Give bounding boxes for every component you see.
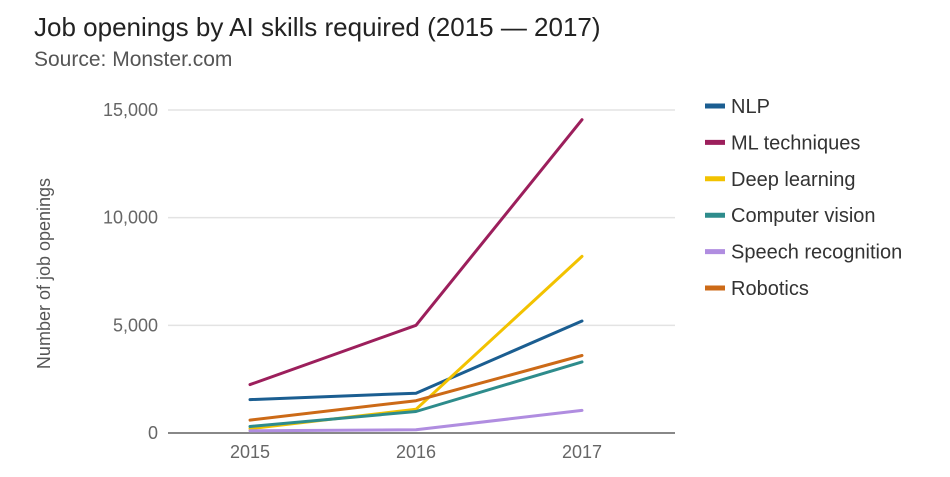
series-line-robotics [248, 354, 584, 422]
series-line-speech-recognition [248, 408, 584, 433]
series-lines [248, 118, 584, 433]
legend-label: Computer vision [731, 205, 876, 227]
legend-label: Robotics [731, 278, 809, 300]
x-tick-label: 2016 [396, 442, 436, 462]
y-tick-label: 5,000 [113, 315, 158, 335]
y-tick-label: 0 [148, 423, 158, 443]
chart-title: Job openings by AI skills required (2015… [34, 12, 601, 42]
legend-label: NLP [731, 96, 770, 118]
legend-label: Deep learning [731, 169, 856, 191]
chart-subtitle: Source: Monster.com [34, 48, 233, 71]
series-line-nlp [248, 319, 584, 402]
axes: 0 5,000 10,000 15,000 2015 2016 2017 Number of … [34, 100, 675, 462]
gridlines [168, 109, 675, 327]
y-tick-label: 15,000 [103, 100, 158, 120]
legend-label: Speech recognition [731, 242, 902, 264]
legend-label: ML techniques [731, 132, 860, 154]
x-tick-label: 2015 [230, 442, 270, 462]
series-line-ml-techniques [248, 118, 584, 387]
y-tick-label: 10,000 [103, 208, 158, 228]
y-axis-label: Number of job openings [34, 178, 54, 369]
x-tick-label: 2017 [562, 442, 602, 462]
legend: NLP ML techniques Deep learning Computer vi… [705, 96, 902, 300]
series-line-computer-vision [248, 360, 584, 428]
